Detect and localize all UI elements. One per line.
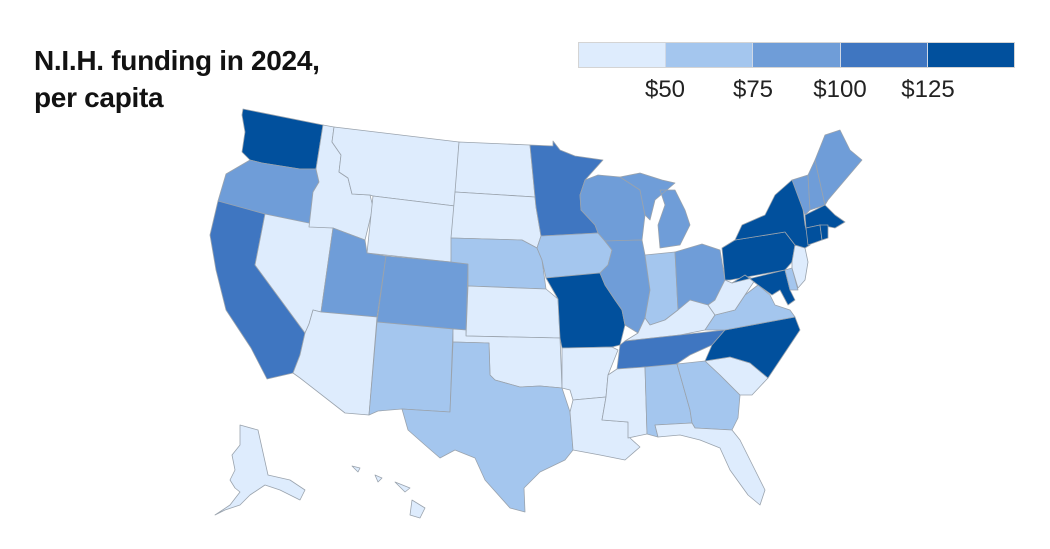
state-FL[interactable] — [654, 422, 766, 506]
state-WA[interactable] — [241, 108, 324, 170]
state-DE[interactable] — [784, 267, 799, 291]
legend-swatch-over-125 — [927, 43, 1015, 67]
chart-title-line-1: N.I.H. funding in 2024, — [34, 45, 320, 76]
state-MI[interactable] — [619, 172, 691, 249]
state-IA[interactable] — [536, 232, 613, 279]
legend-color-bar — [578, 42, 1015, 68]
legend-swatch-100-125 — [840, 43, 928, 67]
state-WY[interactable] — [366, 195, 456, 263]
state-NC[interactable] — [704, 316, 801, 379]
chart-title-line-2: per capita — [34, 82, 164, 113]
state-HI[interactable] — [351, 465, 426, 519]
state-RI[interactable] — [819, 224, 829, 241]
legend-labels: $50 $75 $100 $125 — [578, 68, 1015, 103]
state-CO[interactable] — [376, 255, 469, 331]
legend-swatch-under-50 — [579, 43, 667, 67]
legend-swatch-75-100 — [753, 43, 841, 67]
legend-swatch-50-75 — [666, 43, 754, 67]
state-ME[interactable] — [814, 129, 863, 206]
state-KS[interactable] — [465, 285, 561, 339]
state-WV[interactable] — [707, 274, 756, 316]
state-AK[interactable] — [214, 424, 306, 516]
legend-label-125: $125 — [901, 76, 955, 103]
state-NM[interactable] — [368, 321, 454, 416]
legend-label-75: $75 — [732, 76, 774, 103]
state-ND[interactable] — [454, 141, 536, 198]
legend-label-100: $100 — [813, 76, 867, 103]
state-CT[interactable] — [805, 224, 823, 246]
state-TX[interactable] — [401, 341, 574, 513]
state-NJ[interactable] — [791, 244, 809, 289]
chart-title: N.I.H. funding in 2024, per capita — [34, 42, 320, 116]
legend-label-50: $50 — [644, 76, 686, 103]
color-legend: $50 $75 $100 $125 — [578, 42, 1015, 103]
